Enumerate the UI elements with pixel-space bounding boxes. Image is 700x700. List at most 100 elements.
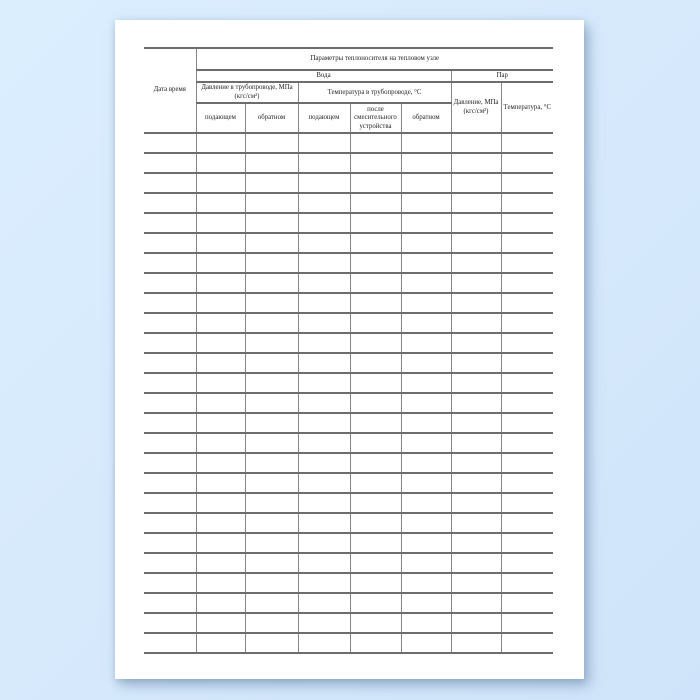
table-row (144, 412, 554, 435)
table-cell (244, 612, 299, 635)
header-row-pipes: подающем обратном подающем после смесите… (144, 102, 553, 135)
table-cell (349, 552, 402, 575)
table-cell (500, 412, 554, 435)
table-cell (195, 152, 246, 175)
table-cell (244, 552, 299, 575)
table-cell (297, 312, 351, 335)
table-row (144, 272, 554, 295)
table-cell (500, 432, 554, 455)
table-cell (297, 592, 351, 615)
table-cell (195, 592, 246, 615)
table-cell (195, 612, 246, 635)
table-cell (195, 172, 246, 195)
table-cell (500, 172, 554, 195)
table-cell (400, 392, 452, 415)
table-cell (144, 292, 197, 315)
table-cell (244, 272, 299, 295)
table-cell (349, 532, 402, 555)
table-row (144, 632, 554, 655)
table-cell (297, 292, 351, 315)
table-row (144, 232, 554, 255)
table-cell (450, 552, 502, 575)
table-cell (144, 392, 197, 415)
table-cell (195, 632, 246, 655)
table-cell (500, 132, 554, 155)
table-cell (400, 612, 452, 635)
table-row (144, 212, 554, 235)
table-cell (349, 432, 402, 455)
table-cell (244, 512, 299, 535)
table-cell (195, 132, 246, 155)
table-row (144, 532, 554, 555)
table-cell (400, 212, 452, 235)
header-water-temperature-group: Температура в трубопроводе, °С (297, 81, 452, 105)
table-cell (349, 612, 402, 635)
table-cell (297, 132, 351, 155)
header-temp-return: обратном (400, 102, 452, 135)
table-cell (244, 352, 299, 375)
table-cell (500, 532, 554, 555)
table-cell (400, 532, 452, 555)
table-cell (349, 172, 402, 195)
table-cell (500, 452, 554, 475)
table-row (144, 292, 554, 315)
table-row (144, 172, 554, 195)
table-cell (349, 372, 402, 395)
table-row (144, 612, 554, 635)
table-cell (500, 632, 554, 655)
table-cell (144, 272, 197, 295)
table-cell (244, 232, 299, 255)
table-cell (349, 192, 402, 215)
table-cell (297, 372, 351, 395)
table-cell (349, 252, 402, 275)
table-cell (297, 212, 351, 235)
table-cell (144, 372, 197, 395)
table-cell (244, 452, 299, 475)
table-cell (349, 412, 402, 435)
table-cell (297, 572, 351, 595)
table-row (144, 392, 554, 415)
table-cell (450, 372, 502, 395)
table-cell (450, 532, 502, 555)
table-cell (144, 552, 197, 575)
table-cell (297, 392, 351, 415)
table-cell (500, 192, 554, 215)
table-cell (450, 352, 502, 375)
table-cell (244, 492, 299, 515)
table-cell (195, 192, 246, 215)
table-cell (500, 512, 554, 535)
header-date-time: Дата время (144, 46, 197, 135)
table-cell (297, 272, 351, 295)
header-row-groups: Вода Пар (144, 68, 554, 84)
table-cell (195, 212, 246, 235)
table-cell (144, 332, 197, 355)
table-cell (400, 272, 452, 295)
table-cell (450, 572, 502, 595)
table-cell (450, 292, 502, 315)
table-cell (500, 572, 554, 595)
table-row (144, 332, 554, 355)
table-cell (450, 432, 502, 455)
table-cell (244, 172, 299, 195)
table-cell (244, 332, 299, 355)
header-steam-pressure: Давление, МПа (кгс/см²) (450, 81, 502, 135)
table-cell (297, 612, 351, 635)
header-title: Параметры теплоносителя на тепловом узле (195, 47, 554, 71)
table-cell (195, 352, 246, 375)
table-cell (450, 272, 502, 295)
table-cell (500, 332, 554, 355)
table-cell (144, 632, 197, 655)
table-cell (450, 332, 502, 355)
header-temp-supply: подающем (297, 102, 351, 135)
table-row (144, 312, 554, 335)
table-cell (244, 212, 299, 235)
header-pressure-return: обратном (244, 102, 299, 135)
table-cell (400, 132, 452, 155)
table-cell (450, 192, 502, 215)
table-cell (297, 532, 351, 555)
table-cell (500, 592, 554, 615)
table-row (144, 132, 554, 155)
table-cell (244, 292, 299, 315)
table-cell (500, 272, 554, 295)
table-cell (450, 492, 502, 515)
